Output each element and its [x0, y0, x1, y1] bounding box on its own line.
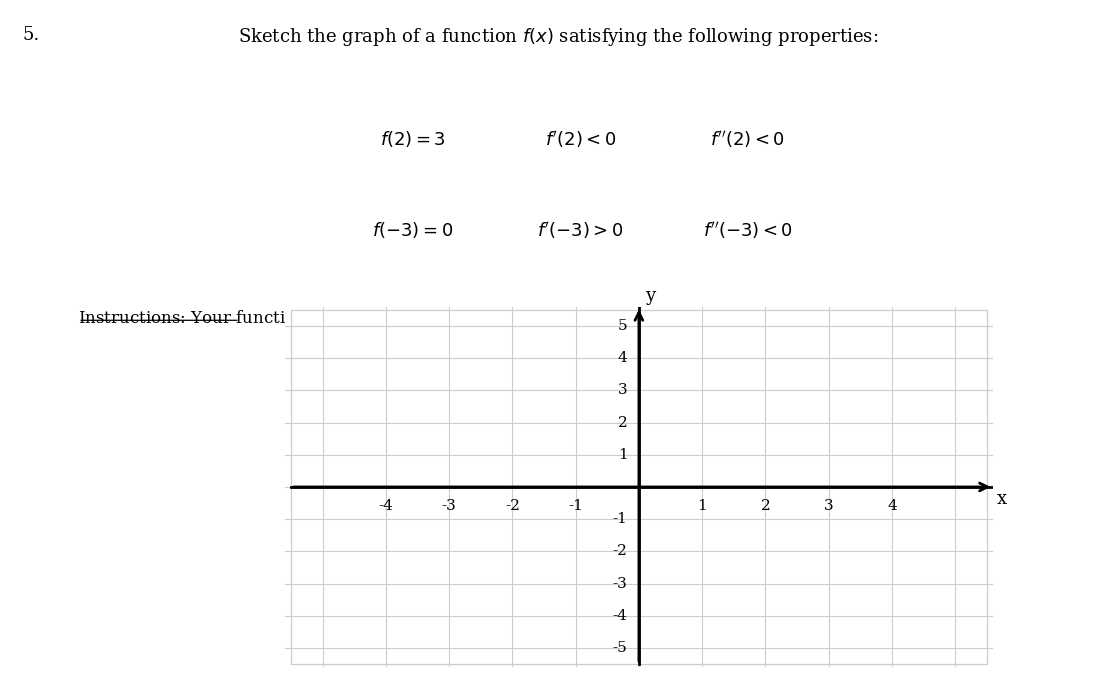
Text: $f'(2) < 0$: $f'(2) < 0$ [545, 129, 616, 150]
Text: y: y [645, 287, 655, 305]
Text: 4: 4 [618, 351, 627, 365]
Text: -3: -3 [613, 576, 627, 590]
Text: x: x [997, 490, 1007, 508]
Text: -4: -4 [613, 609, 627, 623]
Text: -2: -2 [504, 499, 520, 513]
Text: Sketch the graph of a function $f(x)$ satisfying the following properties:: Sketch the graph of a function $f(x)$ sa… [238, 26, 878, 48]
Text: 1: 1 [698, 499, 708, 513]
Text: 5: 5 [618, 319, 627, 333]
Text: 1: 1 [618, 448, 627, 462]
Text: Instructions: Your function should be defined everywhere on the interval $[-5, 5: Instructions: Your function should be de… [78, 307, 761, 330]
Text: -2: -2 [613, 545, 627, 558]
Text: $f(-3) = 0$: $f(-3) = 0$ [373, 220, 453, 240]
Text: $f''(2) < 0$: $f''(2) < 0$ [710, 129, 786, 150]
Text: $f''(-3) < 0$: $f''(-3) < 0$ [703, 220, 792, 241]
Text: 5.: 5. [22, 26, 39, 44]
Text: -5: -5 [613, 641, 627, 655]
Text: 2: 2 [618, 416, 627, 429]
Text: $f'(-3) > 0$: $f'(-3) > 0$ [537, 220, 624, 241]
Text: -3: -3 [442, 499, 456, 513]
Text: -1: -1 [613, 512, 627, 526]
Text: -1: -1 [568, 499, 583, 513]
Text: 3: 3 [618, 384, 627, 398]
Text: 3: 3 [824, 499, 834, 513]
Text: $f(2) = 3$: $f(2) = 3$ [379, 129, 446, 150]
Text: -4: -4 [378, 499, 393, 513]
Text: 2: 2 [761, 499, 770, 513]
Text: 4: 4 [887, 499, 897, 513]
